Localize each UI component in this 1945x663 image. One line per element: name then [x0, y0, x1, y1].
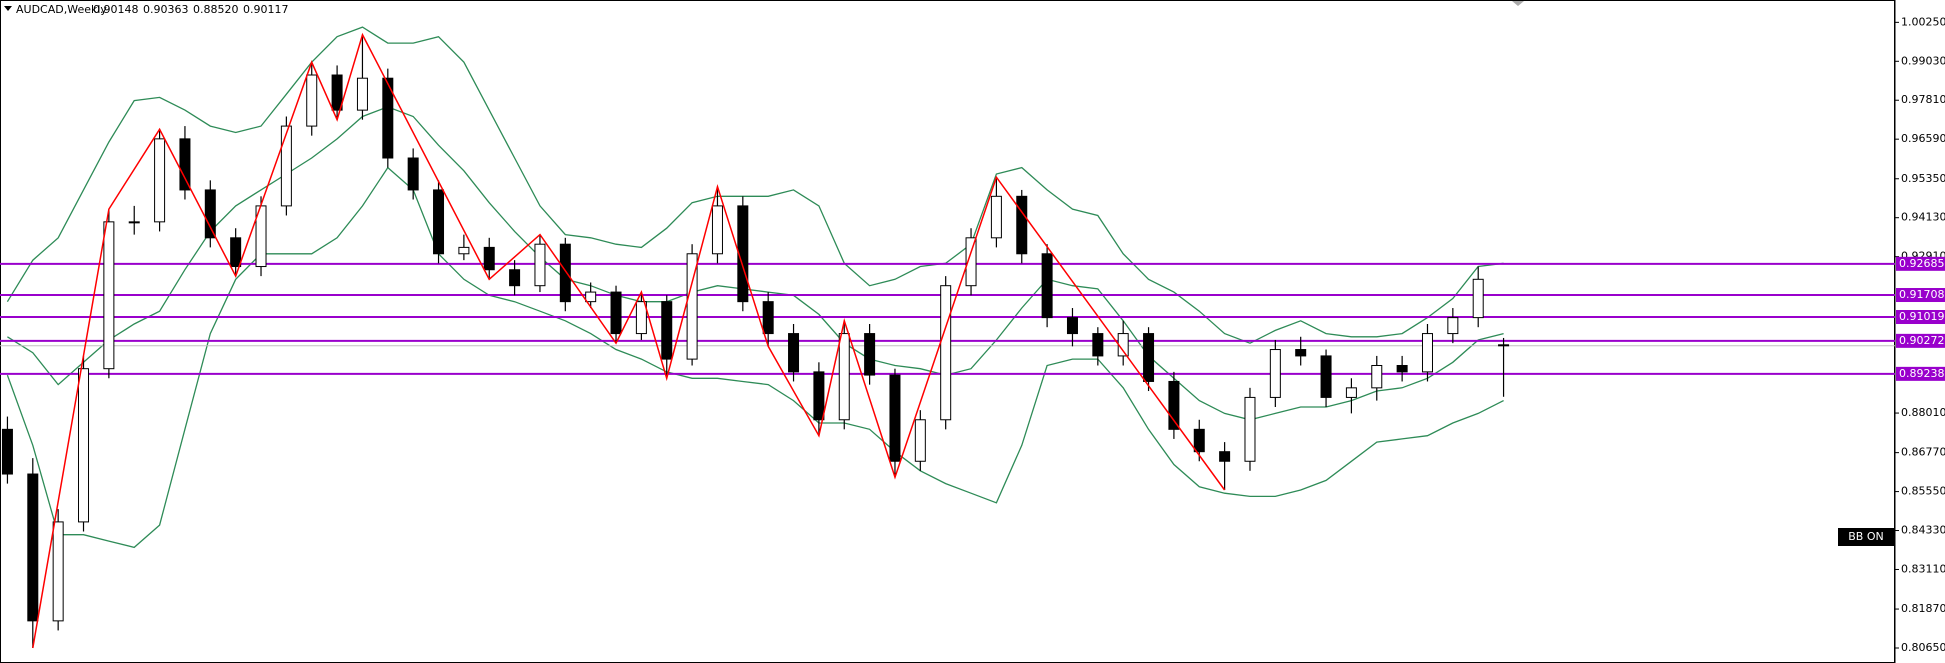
candle-body [1117, 333, 1129, 357]
y-tick-label: 0.99030 [1901, 54, 1945, 67]
ohlc-open: 0.90148 [93, 3, 139, 16]
y-tick-label: 0.95350 [1901, 172, 1945, 185]
candle-body [204, 189, 216, 239]
candle-body [407, 157, 419, 191]
candle-body [1, 428, 13, 475]
level-label-box [1896, 288, 1945, 303]
candle-body [813, 371, 825, 421]
menu-arrow [4, 6, 12, 11]
candle-body [103, 221, 115, 370]
candle-body [433, 189, 445, 255]
candle-body [1066, 317, 1078, 335]
candle-body [230, 237, 242, 268]
level-label-box [1896, 310, 1945, 325]
y-tick-label: 0.84330 [1901, 524, 1945, 537]
candle-body [458, 246, 470, 255]
level-label-box [1896, 256, 1945, 271]
candle-body [331, 74, 343, 111]
level-label: 0.91708 [1899, 288, 1945, 301]
bb-button-label[interactable]: BB ON [1848, 530, 1883, 543]
candle-body [280, 125, 292, 207]
candle-body [788, 333, 800, 373]
candle-body [838, 333, 850, 421]
candle-body [889, 374, 901, 462]
candle-body [1447, 317, 1459, 335]
zigzag [32, 32, 1226, 649]
level-label-box [1896, 366, 1945, 381]
candle-body [1498, 344, 1510, 347]
candle-body [1421, 333, 1433, 373]
bb-button[interactable] [1838, 528, 1895, 546]
candle-body [179, 138, 191, 191]
candle-body [711, 205, 723, 255]
candle-body [940, 285, 952, 421]
y-tick-label: 0.88010 [1901, 406, 1945, 419]
candle-body [737, 205, 749, 303]
candle-body [356, 77, 368, 111]
y-tick-label: 0.85550 [1901, 485, 1945, 498]
candle-body [965, 237, 977, 287]
candle-body [1016, 195, 1028, 255]
candle-body [914, 419, 926, 462]
candle-body [1396, 364, 1408, 373]
candle-body [864, 333, 876, 376]
candle-body [1193, 428, 1205, 453]
candle-body [585, 291, 597, 303]
candle-body [1472, 278, 1484, 319]
y-tick-label: 0.81870 [1901, 602, 1945, 615]
candle-body [1041, 253, 1053, 319]
candle-body [128, 221, 140, 224]
shift-marker [1512, 1, 1524, 6]
candle-body [534, 243, 546, 287]
y-tick-label: 0.94130 [1901, 211, 1945, 224]
candle-body [306, 74, 318, 127]
candle-body [1143, 333, 1155, 382]
candle-body [762, 301, 774, 335]
level-label: 0.90272 [1899, 334, 1945, 347]
candle-body [1244, 396, 1256, 462]
y-tick-label: 0.86770 [1901, 446, 1945, 459]
symbol-title: AUDCAD,Weekly [16, 3, 107, 16]
ohlc-close: 0.90117 [243, 3, 289, 16]
candle-body [686, 253, 698, 360]
level-label-box [1896, 333, 1945, 348]
candle-body [154, 138, 166, 223]
candle-body [52, 521, 64, 622]
candle-body [382, 77, 394, 159]
level-label: 0.89238 [1899, 367, 1945, 380]
candle-body [635, 301, 647, 335]
level-label: 0.92685 [1899, 257, 1945, 270]
candle-body [1320, 355, 1332, 398]
y-tick-label: 0.97810 [1901, 93, 1945, 106]
ohlc-high: 0.90363 [143, 3, 189, 16]
candle-body [483, 246, 495, 271]
candle-body [1168, 380, 1180, 430]
candle-body [1295, 349, 1307, 357]
ohlc-low: 0.88520 [193, 3, 239, 16]
candle-body [1092, 333, 1104, 357]
y-tick-label: 1.00250 [1901, 15, 1945, 28]
candle-body [27, 473, 39, 622]
candle-body [1371, 364, 1383, 389]
level-label: 0.91019 [1899, 310, 1945, 323]
candle-body [661, 301, 673, 360]
y-tick-label: 0.96590 [1901, 132, 1945, 145]
candle-body [1219, 451, 1231, 462]
candle-body [559, 243, 571, 303]
y-tick-label: 0.80650 [1901, 641, 1945, 654]
candle-body [509, 269, 521, 287]
candle-body [1345, 387, 1357, 398]
candle-body [78, 368, 90, 523]
candle-body [610, 291, 622, 335]
candle-body [990, 195, 1002, 239]
candle-body [1269, 349, 1281, 398]
y-tick-label: 0.83110 [1901, 562, 1945, 575]
